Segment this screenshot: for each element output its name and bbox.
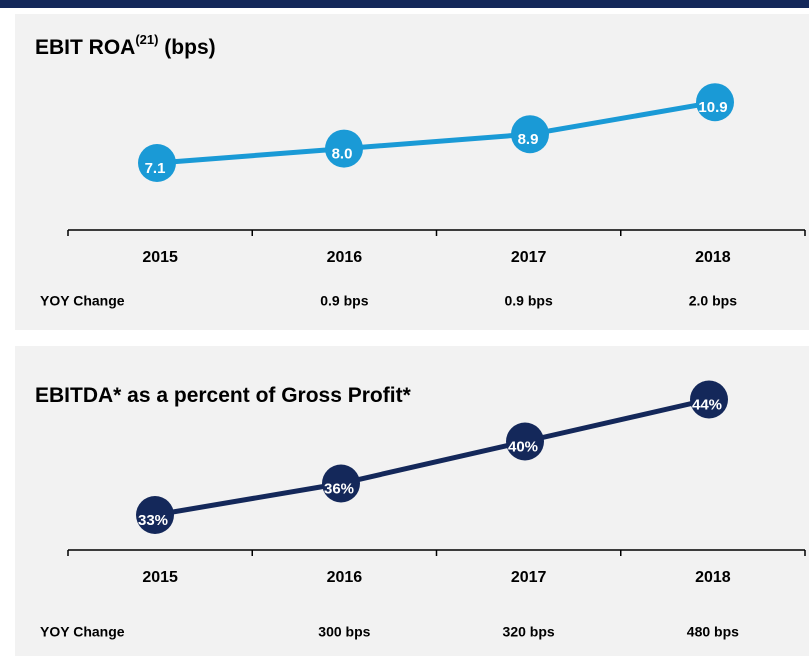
x-tick-label: 2017 — [511, 249, 547, 266]
x-tick-label: 2017 — [511, 569, 547, 586]
top-bar — [0, 0, 809, 8]
x-tick-label: 2016 — [327, 249, 363, 266]
value-label: 8.0 — [332, 146, 353, 163]
value-label: 40% — [508, 438, 538, 455]
point — [511, 115, 549, 154]
value-label: 7.1 — [145, 160, 166, 177]
point — [138, 144, 176, 182]
row-value: 0.9 bps — [320, 293, 368, 309]
row-value: 480 bps — [687, 624, 739, 640]
row-value: 0.9 bps — [505, 293, 553, 309]
point — [690, 380, 728, 419]
x-tick-label: 2018 — [695, 569, 731, 586]
point — [136, 496, 174, 534]
row-value: 300 bps — [318, 624, 370, 640]
value-label: 10.9 — [698, 99, 727, 116]
value-label: 36% — [324, 480, 354, 497]
point — [322, 464, 360, 503]
x-tick-label: 2018 — [695, 249, 731, 266]
title-suffix: (bps) — [158, 36, 215, 59]
title-superscript: (21) — [135, 32, 158, 47]
row-label: YOY Change — [40, 624, 125, 640]
row-value: 2.0 bps — [689, 293, 737, 309]
point — [696, 83, 734, 122]
point — [506, 422, 544, 461]
title-text: EBIT ROA — [35, 36, 135, 59]
x-tick-label: 2016 — [327, 569, 363, 586]
title-text: EBITDA* as a percent of Gross Profit* — [35, 384, 412, 407]
x-tick-label: 2015 — [142, 249, 178, 266]
x-tick-label: 2015 — [142, 569, 178, 586]
value-label: 33% — [138, 512, 168, 529]
chart-title: EBIT ROA(21) (bps) — [35, 32, 216, 58]
line — [156, 99, 716, 166]
panel — [15, 14, 809, 330]
chart-title: EBITDA* as a percent of Gross Profit* — [35, 384, 412, 407]
line — [154, 397, 710, 518]
point — [325, 129, 363, 168]
row-label: YOY Change — [40, 293, 125, 309]
row-value: 320 bps — [503, 624, 555, 640]
value-label: 44% — [692, 396, 722, 413]
value-label: 8.9 — [518, 131, 539, 148]
